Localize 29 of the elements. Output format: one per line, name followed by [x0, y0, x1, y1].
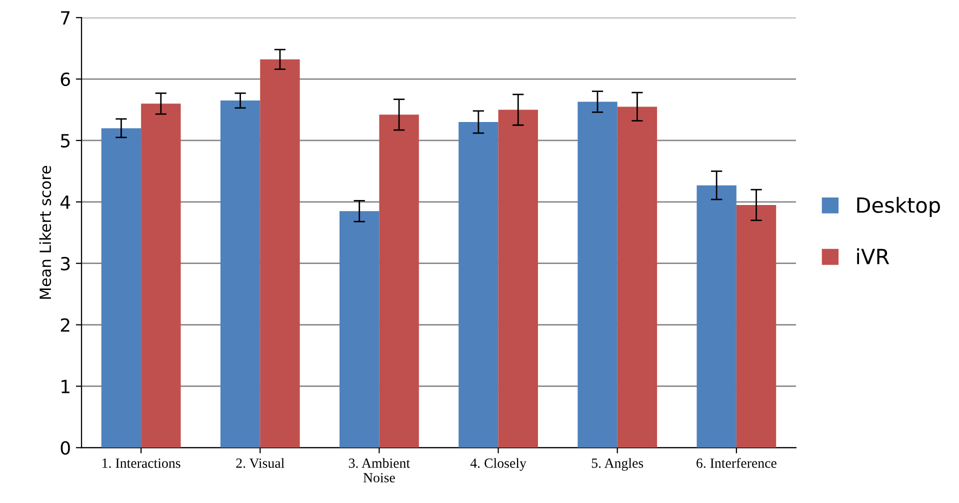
x-tick-label: 3. Ambient Noise [349, 458, 410, 482]
bar [220, 100, 260, 448]
bar [578, 102, 618, 448]
y-tick-label: 0 [60, 441, 70, 455]
y-tick-label: 7 [61, 11, 70, 24]
x-tick-label: 5. Angles [592, 458, 644, 471]
bar [736, 204, 776, 448]
bar [141, 104, 181, 448]
bar [340, 211, 380, 448]
bar [498, 110, 538, 448]
legend-label: Desktop [857, 196, 940, 218]
x-tick-label: 4. Closely [470, 458, 526, 471]
y-tick-label: 2 [60, 318, 70, 332]
bar [101, 128, 142, 448]
bar [458, 122, 498, 448]
y-tick-label: 6 [60, 72, 70, 86]
bar [617, 106, 658, 448]
bar [696, 185, 736, 448]
y-tick-label: 1 [62, 380, 70, 394]
legend-label: iVR [857, 248, 890, 264]
bar [379, 114, 419, 448]
y-tick-label: 5 [61, 134, 70, 148]
y-tick-label: 4 [60, 196, 70, 209]
x-tick-label: 1. Interactions [102, 458, 180, 468]
bar [260, 59, 300, 448]
y-tick-label: 3 [60, 256, 70, 270]
x-tick-label: 2. Visual [236, 458, 284, 468]
y-axis-title: Mean Likert score [39, 166, 52, 299]
x-tick-label: 6. Interference [696, 458, 776, 468]
